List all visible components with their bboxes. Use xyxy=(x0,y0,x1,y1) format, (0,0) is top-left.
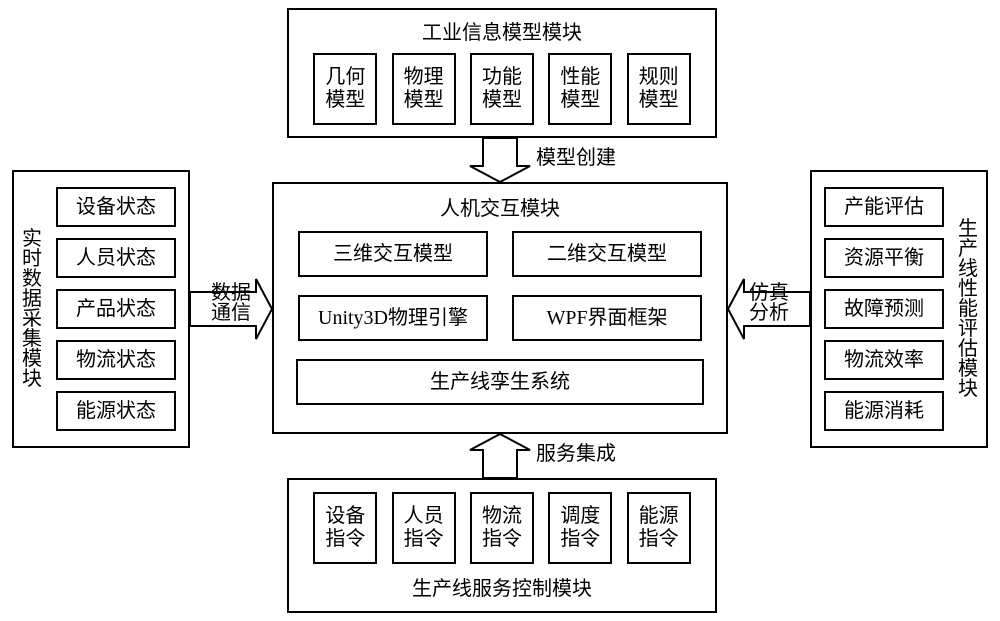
top-item: 物理 模型 xyxy=(392,53,456,125)
right-module-title: 生产线性能评估模块 xyxy=(950,172,986,446)
right-item: 故障预测 xyxy=(824,289,944,329)
center-item: WPF界面框架 xyxy=(512,295,702,341)
arrow-icon xyxy=(468,136,532,184)
right-item: 物流效率 xyxy=(824,340,944,380)
center-module: 人机交互模块三维交互模型二维交互模型 Unity3D物理引擎 WPF界面框架生产线孪… xyxy=(272,182,728,434)
left-item: 能源状态 xyxy=(56,391,176,431)
top-item: 几何 模型 xyxy=(313,53,377,125)
bottom-module: 设备 指令人员 指令物流 指令调度 指令能源 指令生产线服务控制模块 xyxy=(287,478,717,613)
top-item: 性能 模型 xyxy=(548,53,612,125)
arrow-icon xyxy=(468,432,532,480)
bottom-item: 设备 指令 xyxy=(313,492,377,564)
center-module-title: 人机交互模块 xyxy=(440,192,560,221)
left-item: 产品状态 xyxy=(56,289,176,329)
bottom-item: 调度 指令 xyxy=(548,492,612,564)
bottom-item: 物流 指令 xyxy=(470,492,534,564)
right-module: 产能评估资源平衡故障预测物流效率能源消耗生产线性能评估模块 xyxy=(810,170,988,448)
bottom-module-title: 生产线服务控制模块 xyxy=(289,572,715,601)
bottom-item: 能源 指令 xyxy=(627,492,691,564)
arrow-label: 模型创建 xyxy=(536,148,616,168)
left-module: 实时数据采集模块设备状态人员状态产品状态物流状态能源状态 xyxy=(12,170,190,448)
right-item: 能源消耗 xyxy=(824,391,944,431)
arrow-label: 数据 通信 xyxy=(217,283,245,323)
center-item: 生产线孪生系统 xyxy=(296,359,704,405)
left-module-title: 实时数据采集模块 xyxy=(14,172,50,446)
center-item: 二维交互模型 xyxy=(512,231,702,277)
right-item: 资源平衡 xyxy=(824,238,944,278)
left-item: 物流状态 xyxy=(56,340,176,380)
bottom-item: 人员 指令 xyxy=(392,492,456,564)
arrow-label: 仿真 分析 xyxy=(755,283,783,323)
top-item: 功能 模型 xyxy=(470,53,534,125)
top-module-title: 工业信息模型模块 xyxy=(289,16,715,45)
arrow-label: 服务集成 xyxy=(536,444,616,464)
left-item: 设备状态 xyxy=(56,187,176,227)
top-item: 规则 模型 xyxy=(627,53,691,125)
center-item: Unity3D物理引擎 xyxy=(298,295,488,341)
center-item: 三维交互模型 xyxy=(298,231,488,277)
left-item: 人员状态 xyxy=(56,238,176,278)
top-module: 工业信息模型模块几何 模型物理 模型功能 模型性能 模型规则 模型 xyxy=(287,8,717,138)
right-item: 产能评估 xyxy=(824,187,944,227)
